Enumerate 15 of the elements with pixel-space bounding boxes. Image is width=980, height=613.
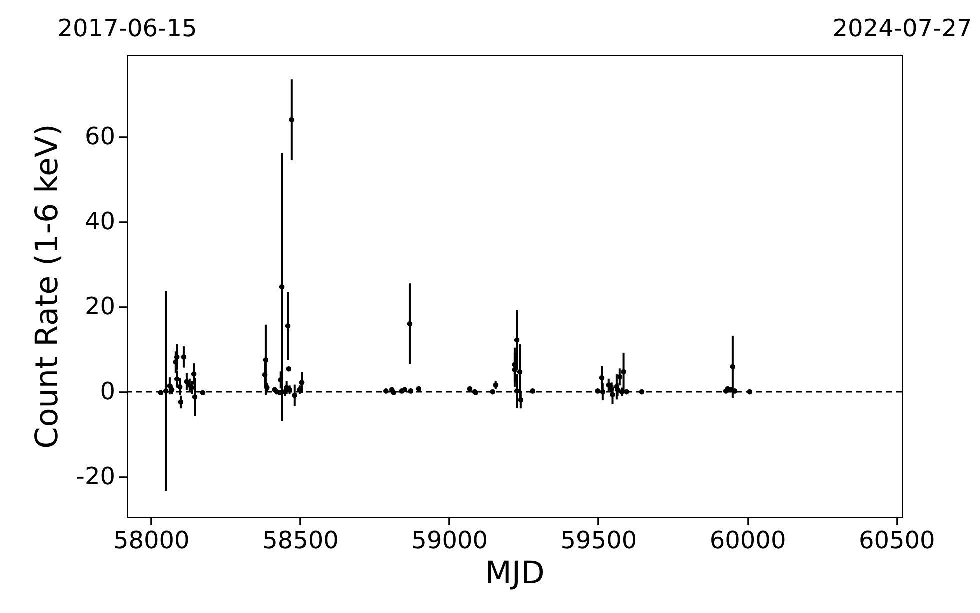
- x-tick-label: 59000: [412, 526, 488, 554]
- x-axis-title: MJD: [485, 556, 545, 592]
- x-tick-label: 60500: [858, 526, 936, 554]
- x2-tick-label: 2024-07-27: [832, 14, 972, 42]
- x-tick-label: 59500: [560, 526, 638, 554]
- y-tick-label: -20: [76, 462, 116, 491]
- y-tick-label: 40: [84, 208, 116, 236]
- x-tick-label: 58000: [113, 526, 190, 554]
- y-tick-label: 60: [84, 122, 116, 151]
- y-axis-title: Count Rate (1-6 keV): [29, 124, 66, 449]
- y-tick-label: 0: [100, 378, 116, 406]
- x-tick-label: 58500: [262, 526, 339, 554]
- x-tick-label: 60000: [710, 526, 786, 554]
- x2-tick-label: 2017-06-15: [58, 14, 198, 42]
- y-tick-label: 20: [84, 292, 116, 321]
